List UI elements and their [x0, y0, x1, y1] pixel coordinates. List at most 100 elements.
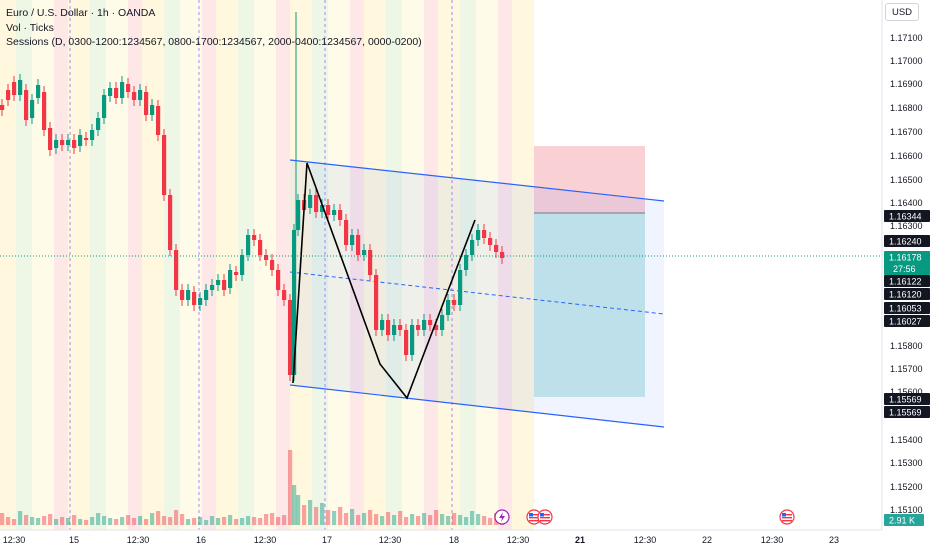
candle-body[interactable]	[72, 140, 77, 148]
candle-body[interactable]	[150, 105, 155, 115]
candle-body[interactable]	[138, 90, 143, 100]
volume-indicator-label[interactable]: Vol · Ticks	[6, 21, 54, 34]
candle-body[interactable]	[204, 290, 209, 300]
channel-upper-line[interactable]	[289, 159, 665, 202]
candle-body[interactable]	[428, 320, 433, 325]
candle-body[interactable]	[12, 82, 17, 95]
candle-body[interactable]	[132, 92, 137, 100]
candle-body[interactable]	[48, 128, 53, 150]
candle-body[interactable]	[332, 210, 337, 215]
candle-body[interactable]	[344, 220, 349, 245]
candle-body[interactable]	[222, 280, 227, 290]
candle-body[interactable]	[494, 245, 499, 252]
candle-body[interactable]	[288, 300, 293, 375]
candle-body[interactable]	[308, 195, 313, 208]
candle-body[interactable]	[374, 275, 379, 330]
candle-body[interactable]	[84, 138, 89, 140]
candle-body[interactable]	[6, 90, 11, 100]
event-flash-icon[interactable]	[494, 509, 510, 525]
candle-body[interactable]	[362, 250, 367, 255]
candle-body[interactable]	[446, 300, 451, 315]
candle-body[interactable]	[168, 195, 173, 250]
channel-lower-line[interactable]	[289, 384, 665, 428]
candle-body[interactable]	[24, 90, 29, 120]
candle-body[interactable]	[416, 325, 421, 330]
candle-body[interactable]	[264, 255, 269, 260]
candle-body[interactable]	[78, 135, 83, 146]
candle-body[interactable]	[102, 95, 107, 118]
candle-body[interactable]	[296, 200, 301, 230]
candle-body[interactable]	[126, 84, 131, 92]
candle-body[interactable]	[108, 88, 113, 96]
candle-body[interactable]	[380, 320, 385, 330]
candle-body[interactable]	[368, 250, 373, 275]
candle-body[interactable]	[144, 92, 149, 115]
candle-body[interactable]	[500, 252, 505, 258]
candle-body[interactable]	[54, 140, 59, 148]
candle-body[interactable]	[180, 290, 185, 300]
candle-body[interactable]	[314, 195, 319, 212]
candle-body[interactable]	[476, 230, 481, 240]
candle-body[interactable]	[258, 240, 263, 255]
candle-body[interactable]	[276, 270, 281, 290]
candle-body[interactable]	[464, 255, 469, 270]
symbol-title[interactable]: Euro / U.S. Dollar · 1h · OANDA	[6, 7, 156, 19]
candle-body[interactable]	[292, 230, 297, 375]
candle-body[interactable]	[90, 130, 95, 140]
candle-body[interactable]	[410, 325, 415, 355]
candle-body[interactable]	[210, 285, 215, 290]
economic-events[interactable]	[494, 509, 795, 525]
event-us-flag-icon[interactable]	[537, 509, 553, 525]
candle-body[interactable]	[114, 88, 119, 98]
candle-body[interactable]	[488, 238, 493, 245]
candle-body[interactable]	[30, 100, 35, 118]
parallel-channel[interactable]	[289, 159, 665, 428]
candle-body[interactable]	[174, 250, 179, 290]
candle-body[interactable]	[192, 292, 197, 305]
candle-body[interactable]	[270, 260, 275, 270]
candle-body[interactable]	[422, 320, 427, 330]
zigzag-pattern-drawing[interactable]	[292, 162, 476, 400]
candle-body[interactable]	[398, 325, 403, 330]
sessions-indicator-label[interactable]: Sessions (D, 0300-1200:1234567, 0800-170…	[6, 36, 422, 48]
candle-body[interactable]	[356, 235, 361, 255]
candle-body[interactable]	[404, 330, 409, 355]
stop-loss-zone[interactable]	[534, 146, 645, 213]
candle-body[interactable]	[42, 92, 47, 130]
candle-body[interactable]	[470, 240, 475, 255]
candle-body[interactable]	[246, 235, 251, 255]
time-axis-background[interactable]	[0, 530, 932, 550]
candle-body[interactable]	[36, 85, 41, 98]
candle-body[interactable]	[458, 270, 463, 305]
candle-body[interactable]	[252, 235, 257, 240]
candle-body[interactable]	[162, 135, 167, 195]
candle-body[interactable]	[434, 325, 439, 330]
candle-body[interactable]	[482, 230, 487, 238]
candle-body[interactable]	[282, 290, 287, 300]
candle-body[interactable]	[66, 140, 71, 145]
event-us-flag-icon[interactable]	[779, 509, 795, 525]
candle-body[interactable]	[216, 280, 221, 285]
candle-body[interactable]	[452, 300, 457, 305]
candle-body[interactable]	[0, 105, 5, 110]
candle-body[interactable]	[240, 255, 245, 275]
candle-body[interactable]	[338, 210, 343, 220]
take-profit-zone[interactable]	[534, 213, 645, 397]
event-us-flag-icon[interactable]	[526, 509, 542, 525]
candle-body[interactable]	[326, 205, 331, 215]
candle-body[interactable]	[440, 315, 445, 330]
currency-button[interactable]: USD	[885, 3, 919, 21]
candle-body[interactable]	[60, 140, 65, 145]
candle-body[interactable]	[392, 325, 397, 335]
candle-body[interactable]	[18, 80, 23, 95]
candle-body[interactable]	[96, 118, 101, 130]
candle-body[interactable]	[234, 272, 239, 275]
candle-body[interactable]	[198, 298, 203, 305]
candle-body[interactable]	[186, 290, 191, 300]
candle-body[interactable]	[156, 106, 161, 135]
candle-body[interactable]	[320, 205, 325, 212]
candlesticks[interactable]	[0, 12, 505, 381]
candle-body[interactable]	[228, 270, 233, 288]
candle-body[interactable]	[350, 235, 355, 245]
